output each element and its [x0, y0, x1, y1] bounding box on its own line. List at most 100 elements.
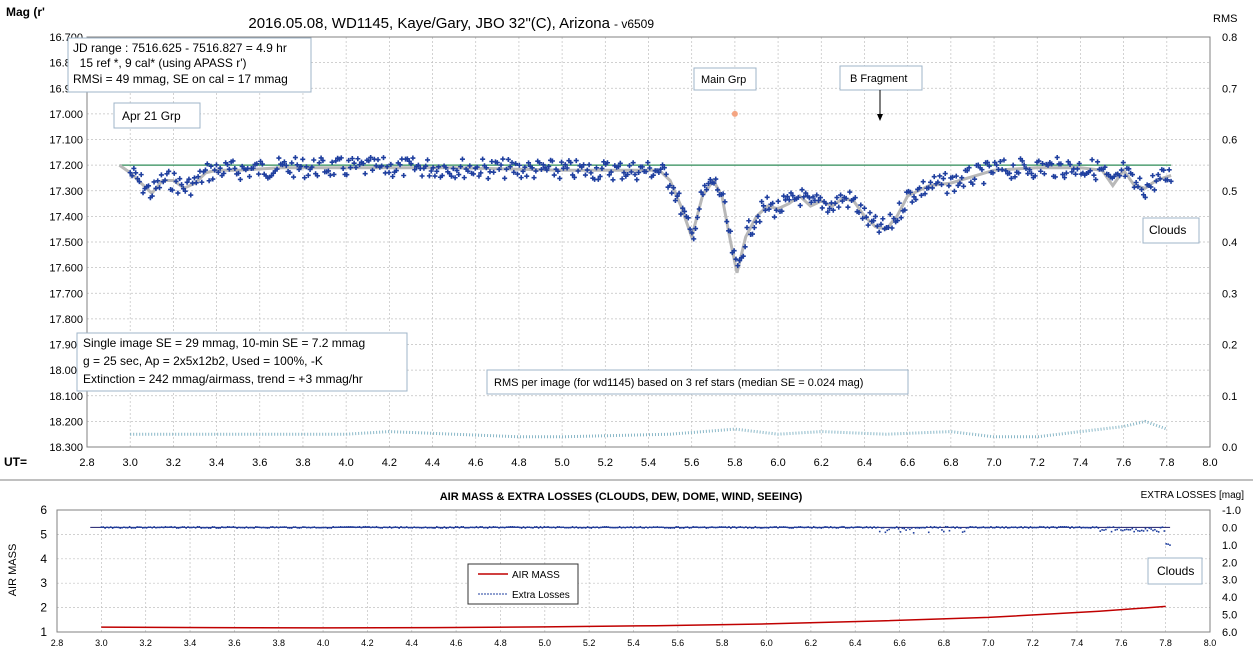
extra-losses-point: [245, 526, 248, 528]
data-point: [1168, 178, 1174, 184]
data-point: [847, 189, 853, 195]
extra-losses-point: [241, 526, 244, 529]
data-point: [287, 170, 293, 176]
data-point: [935, 179, 941, 185]
extra-losses-point: [273, 526, 276, 529]
data-point: [825, 209, 831, 215]
extra-losses-point: [562, 526, 564, 529]
data-point: [606, 172, 612, 178]
data-point: [373, 163, 379, 169]
data-point: [549, 158, 555, 164]
extra-losses-point: [1005, 526, 1007, 528]
extra-losses-point: [1150, 528, 1152, 530]
extra-losses-point: [226, 526, 229, 528]
data-point: [1023, 165, 1029, 171]
extra-losses-point: [206, 526, 208, 529]
top-chart-version: - v6509: [614, 17, 654, 31]
extra-losses-point: [290, 527, 293, 529]
data-point: [834, 195, 840, 201]
extra-losses-point: [888, 528, 890, 531]
extra-losses-point: [952, 526, 955, 528]
extra-losses-point: [552, 526, 555, 529]
bottom-y-tick-label: 3: [40, 576, 47, 590]
data-point: [797, 202, 803, 208]
extra-losses-point: [332, 525, 334, 528]
extra-losses-point: [428, 526, 431, 529]
data-point: [1067, 162, 1073, 168]
data-point: [570, 172, 576, 178]
data-point: [329, 159, 335, 165]
extra-losses-point: [526, 526, 529, 528]
bottom-x-tick-label: 4.6: [450, 638, 463, 648]
extra-losses-point: [569, 526, 572, 529]
data-point: [604, 160, 610, 166]
extra-losses-point: [782, 526, 785, 528]
data-point: [733, 256, 739, 262]
data-point: [353, 164, 359, 170]
extra-losses-point: [1033, 526, 1036, 529]
data-point: [887, 211, 893, 217]
extra-losses-point: [924, 527, 926, 529]
data-point: [761, 203, 766, 209]
top-y2-tick-label: 0.0: [1222, 442, 1237, 454]
b-fragment-label: B Fragment: [850, 73, 907, 85]
extra-losses-point: [160, 526, 163, 528]
data-point: [318, 155, 324, 161]
top-y-tick-label: 17.400: [49, 211, 83, 223]
data-point: [250, 165, 256, 171]
extra-losses-point: [586, 526, 589, 528]
extra-losses-point: [452, 527, 455, 529]
extra-losses-point: [1041, 526, 1043, 528]
extra-losses-point: [230, 526, 233, 529]
extra-losses-point: [967, 526, 970, 529]
data-point: [1010, 162, 1016, 168]
data-point: [1150, 173, 1156, 179]
data-point: [1157, 176, 1163, 182]
extra-losses-point: [522, 526, 525, 528]
extra-losses-point: [1007, 527, 1009, 529]
data-point: [502, 175, 508, 181]
extra-losses-point: [922, 526, 924, 529]
extra-losses-point: [168, 526, 170, 528]
extra-losses-point: [219, 527, 221, 529]
data-point: [1063, 170, 1069, 176]
extra-losses-point: [292, 526, 295, 528]
extra-losses-point: [266, 527, 269, 529]
data-point: [175, 190, 181, 196]
top-plot-frame: [86, 36, 1211, 448]
bottom-x-tick-label: 3.4: [184, 638, 197, 648]
top-y-tick-label: 17.000: [49, 109, 83, 121]
extra-losses-point: [918, 527, 921, 529]
bottom-x-tick-label: 5.4: [627, 638, 640, 648]
data-point: [874, 223, 880, 229]
extra-losses-point: [198, 526, 201, 528]
data-point: [179, 182, 185, 188]
extra-losses-point: [223, 526, 225, 529]
data-point: [696, 206, 702, 212]
extra-losses-point: [381, 527, 383, 529]
extra-losses-point: [106, 526, 108, 529]
extra-losses-point: [748, 526, 751, 529]
extra-losses-point: [315, 526, 318, 529]
bottom-chart-title: AIR MASS & EXTRA LOSSES (CLOUDS, DEW, DO…: [440, 491, 803, 503]
data-point: [496, 166, 502, 172]
extra-losses-point: [243, 527, 246, 529]
extra-losses-point: [897, 527, 900, 530]
extra-losses-point: [707, 526, 710, 529]
extra-losses-point: [432, 527, 434, 529]
data-point: [432, 173, 438, 179]
bottom-x-tick-label: 2.8: [51, 638, 64, 648]
extra-losses-point: [162, 526, 165, 529]
extra-losses-point: [296, 526, 299, 529]
data-point: [247, 174, 253, 180]
data-point: [538, 166, 544, 172]
extra-losses-point: [123, 526, 125, 529]
extra-losses-point: [959, 527, 962, 529]
data-point: [691, 236, 697, 242]
data-point: [940, 176, 946, 182]
data-point: [316, 160, 322, 166]
extra-losses-point: [1114, 529, 1117, 531]
data-point: [660, 162, 666, 168]
extra-losses-point: [151, 526, 154, 529]
extra-losses-point: [1057, 526, 1060, 528]
